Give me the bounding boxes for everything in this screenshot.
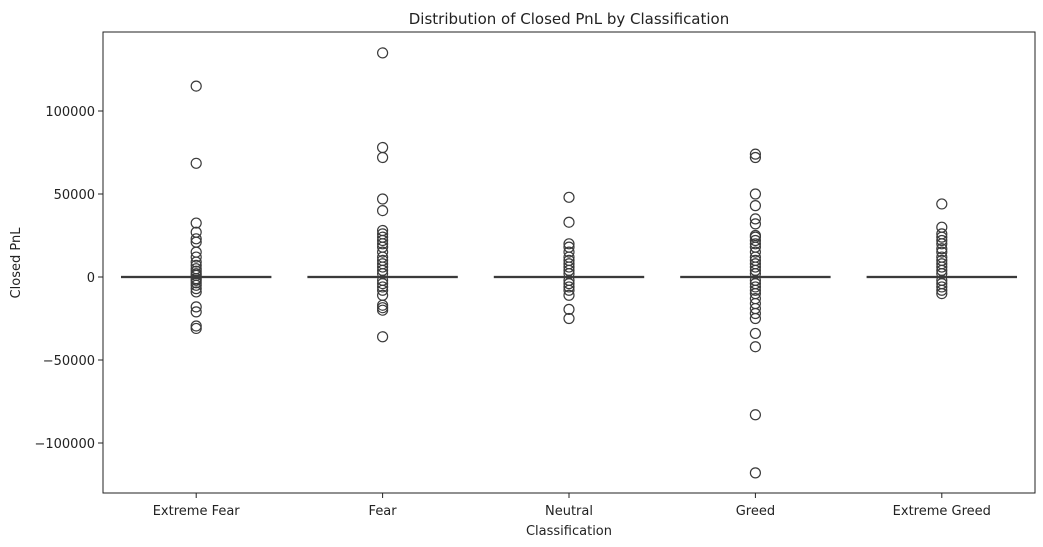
outlier-point [563, 191, 575, 203]
outlier-point [749, 312, 762, 325]
x-tick-label: Fear [369, 504, 398, 519]
box-extreme-greed [866, 198, 1018, 300]
outlier-point [749, 341, 762, 353]
y-tick-label: 50000 [54, 188, 95, 203]
x-tick-label: Extreme Greed [893, 504, 991, 519]
outlier-point [749, 284, 762, 296]
outlier-point [190, 233, 202, 245]
plot-area: −100000 −50000 0 50000 100000 Extreme Fear Fea… [34, 31, 1036, 519]
x-tick-label: Greed [736, 504, 775, 519]
outlier-point [377, 234, 389, 247]
outlier-point [563, 216, 575, 228]
outlier-point [377, 246, 389, 258]
outlier-point [936, 234, 948, 247]
outlier-point [936, 288, 948, 300]
outlier-point [749, 327, 762, 340]
outlier-point [377, 304, 389, 316]
outlier-point [936, 198, 948, 210]
outlier-point [563, 281, 575, 293]
x-tick-label: Neutral [545, 504, 593, 519]
outlier-point [190, 80, 202, 92]
outlier-point [749, 148, 762, 160]
outlier-point [190, 286, 202, 298]
outlier-point [749, 200, 762, 212]
outlier-point [377, 331, 389, 343]
outlier-point [377, 281, 389, 293]
outlier-point [377, 278, 389, 290]
outlier-point [190, 256, 202, 268]
outlier-point [936, 243, 948, 255]
outlier-point [749, 261, 762, 273]
outlier-point [936, 231, 948, 243]
box-neutral [493, 191, 645, 325]
outlier-point [190, 279, 202, 291]
outlier-point [749, 281, 762, 293]
outlier-point [563, 261, 575, 273]
outlier-point [749, 151, 762, 164]
x-tick-label: Extreme Fear [153, 504, 241, 519]
outlier-point [936, 238, 948, 250]
outlier-point [190, 157, 202, 169]
outlier-point [377, 302, 389, 314]
outlier-point [563, 278, 575, 290]
outlier-point [936, 261, 948, 273]
outlier-point [563, 246, 575, 258]
y-tick-label: −100000 [34, 437, 95, 452]
outlier-point [936, 281, 948, 293]
outlier-point [377, 238, 389, 250]
outlier-point [377, 261, 389, 273]
box-greed [680, 148, 831, 479]
outlier-point [190, 301, 202, 313]
outlier-point [377, 193, 389, 205]
y-axis-label: Closed PnL [9, 227, 24, 299]
outlier-point [749, 467, 762, 479]
outlier-point [190, 217, 202, 229]
outlier-point [190, 251, 202, 263]
outlier-point [749, 238, 762, 250]
outlier-point [749, 234, 762, 247]
outlier-point [190, 322, 202, 335]
y-tick-label: 0 [87, 271, 95, 286]
outlier-point [377, 47, 389, 59]
outlier-point [377, 284, 389, 296]
outlier-point [563, 303, 575, 315]
outlier-point [377, 205, 389, 217]
outlier-point [749, 246, 762, 258]
outlier-point [563, 312, 575, 325]
outlier-point [377, 151, 389, 164]
outlier-point [190, 306, 202, 318]
x-axis-label: Classification [526, 524, 612, 539]
outlier-point [190, 320, 202, 332]
y-tick-label: 100000 [45, 105, 95, 120]
y-tick-label: −50000 [43, 354, 95, 369]
outlier-point [377, 141, 389, 154]
outlier-point [749, 213, 762, 225]
outlier-point [563, 284, 575, 296]
box-fear [307, 47, 458, 343]
outlier-point [563, 289, 575, 301]
outlier-point [749, 188, 762, 200]
outlier-point [190, 283, 202, 295]
outlier-point [936, 246, 948, 258]
outlier-point [749, 218, 762, 230]
chart-title: Distribution of Closed PnL by Classifica… [409, 10, 730, 28]
box-extreme-fear [120, 80, 272, 335]
outlier-point [749, 307, 762, 320]
outlier-point [749, 409, 762, 421]
outlier-point [563, 238, 575, 250]
outlier-point [936, 284, 948, 296]
